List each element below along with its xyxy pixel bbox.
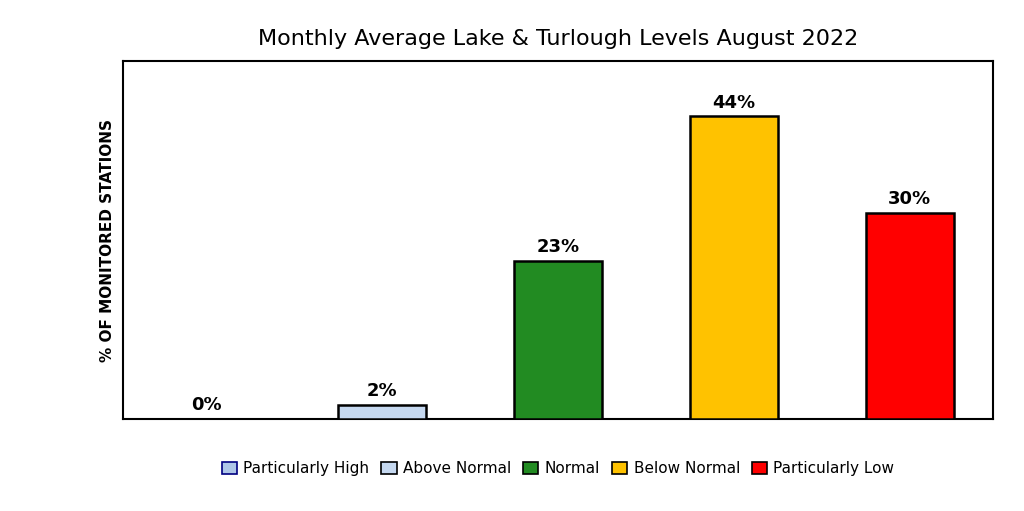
Bar: [338, 405, 426, 419]
Text: 30%: 30%: [888, 190, 931, 208]
Title: Monthly Average Lake & Turlough Levels August 2022: Monthly Average Lake & Turlough Levels A…: [258, 29, 858, 49]
Y-axis label: % OF MONITORED STATIONS: % OF MONITORED STATIONS: [99, 119, 115, 362]
Text: 44%: 44%: [713, 94, 756, 111]
Bar: [690, 117, 778, 419]
Text: 2%: 2%: [367, 382, 397, 401]
Bar: [866, 213, 953, 419]
Text: 0%: 0%: [191, 396, 222, 414]
Legend: Particularly High, Above Normal, Normal, Below Normal, Particularly Low: Particularly High, Above Normal, Normal,…: [216, 455, 900, 482]
Text: 23%: 23%: [537, 238, 580, 256]
Bar: [514, 261, 602, 419]
